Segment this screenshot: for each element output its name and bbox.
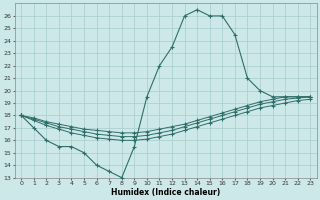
X-axis label: Humidex (Indice chaleur): Humidex (Indice chaleur)	[111, 188, 220, 197]
